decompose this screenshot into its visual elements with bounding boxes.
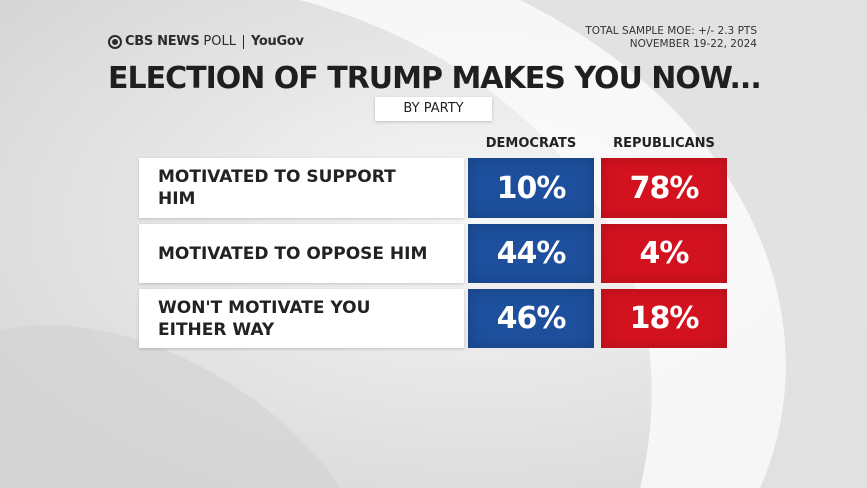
cell-neither-democrats: 46% — [468, 289, 594, 348]
brand-logo: CBS NEWS POLL YouGov — [108, 34, 304, 49]
row-label-line: HIM — [158, 189, 196, 209]
chart-title: ELECTION OF TRUMP MAKES YOU NOW... — [108, 61, 762, 96]
poll-meta: TOTAL SAMPLE MOE: +/- 2.3 PTS NOVEMBER 1… — [585, 25, 757, 51]
row-label-support: MOTIVATED TO SUPPORT HIM — [139, 158, 464, 218]
cell-support-republicans: 78% — [601, 158, 727, 218]
cell-neither-republicans: 18% — [601, 289, 727, 348]
brand-network: CBS NEWS — [125, 34, 200, 49]
row-label-line: WON'T MOTIVATE YOU — [158, 297, 371, 318]
dates-text: NOVEMBER 19-22, 2024 — [629, 38, 757, 50]
brand-divider — [242, 34, 244, 49]
brand-partner: YouGov — [250, 34, 304, 49]
cbs-eye-icon — [108, 34, 122, 49]
column-header-democrats: DEMOCRATS — [485, 136, 577, 151]
chart-subtitle: BY PARTY — [375, 97, 492, 121]
row-label-oppose: MOTIVATED TO OPPOSE HIM — [139, 224, 464, 283]
column-header-republicans: REPUBLICANS — [613, 136, 715, 151]
cell-oppose-republicans: 4% — [601, 224, 727, 283]
row-label-line: MOTIVATED TO OPPOSE HIM — [158, 243, 428, 264]
row-label-line: MOTIVATED TO SUPPORT — [158, 167, 396, 187]
brand-poll: POLL — [203, 34, 236, 49]
moe-text: TOTAL SAMPLE MOE: +/- 2.3 PTS — [585, 25, 757, 37]
cell-oppose-democrats: 44% — [468, 224, 594, 283]
cell-support-democrats: 10% — [468, 158, 594, 218]
row-label-line: EITHER WAY — [158, 319, 275, 340]
row-label-neither: WON'T MOTIVATE YOU EITHER WAY — [139, 289, 464, 348]
